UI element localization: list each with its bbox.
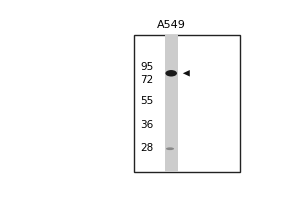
Bar [165,35,178,172]
Text: 72: 72 [140,75,154,85]
Ellipse shape [166,147,174,150]
Text: 36: 36 [140,120,154,130]
Polygon shape [183,70,190,77]
Text: 28: 28 [140,143,154,153]
Text: 55: 55 [140,96,154,106]
Ellipse shape [165,70,177,77]
Text: 95: 95 [140,62,154,72]
Text: A549: A549 [157,20,186,30]
Bar [134,35,240,172]
